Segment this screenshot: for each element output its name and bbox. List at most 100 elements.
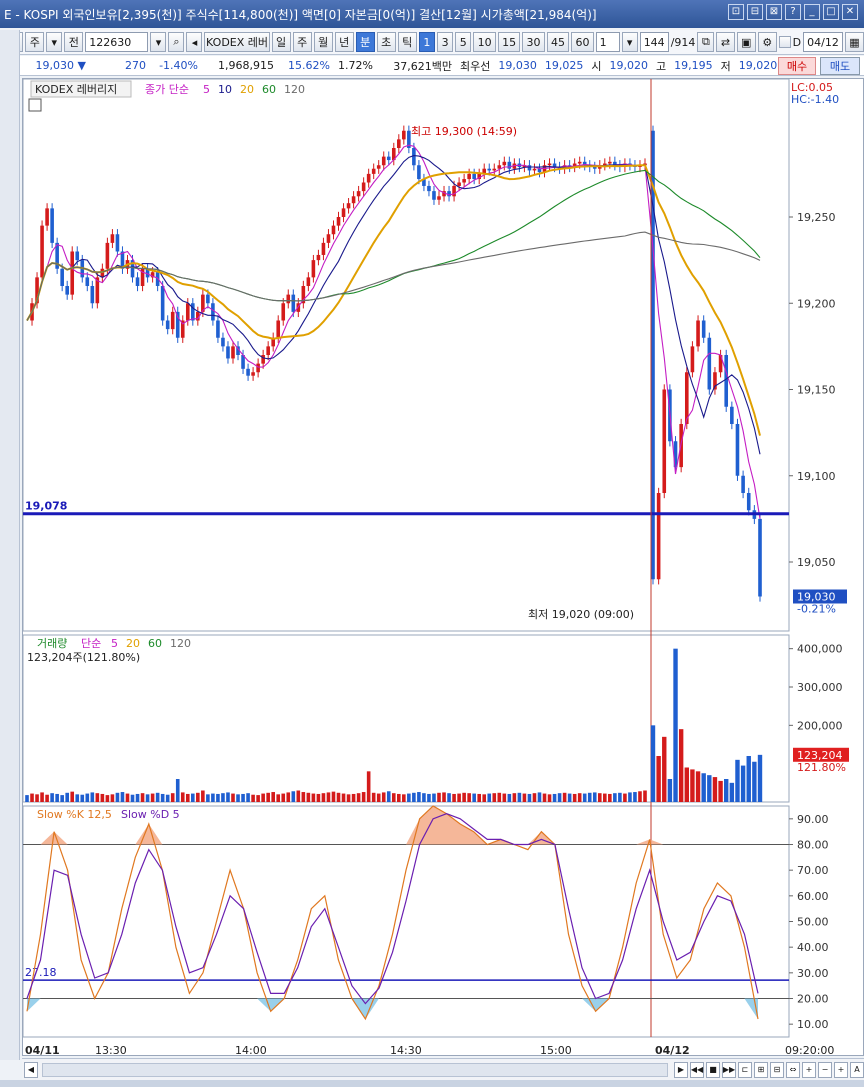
volume-bar [326,792,331,802]
volume-bar [206,794,210,802]
volume-bar [115,792,120,802]
change-percent: -1.40% [159,59,198,72]
candle [537,168,542,173]
minus-icon[interactable]: − [818,1061,832,1078]
interval-3-button[interactable]: 3 [436,32,454,52]
stoch-k-legend: Slow %K 12,5 [37,808,112,821]
period-second-button[interactable]: 초 [376,32,396,52]
chart-canvas[interactable]: 19,250 19,200 19,150 19,100 19,050 19,078 최고 1… [23,79,864,1057]
volume-bar [281,793,286,802]
period-dropdown-icon[interactable]: ▾ [46,32,63,52]
last-pct-label: -0.21% [797,603,836,616]
scrollbar-track[interactable] [42,1062,668,1077]
chart-area[interactable]: 19,250 19,200 19,150 19,100 19,050 19,078 최고 1… [22,78,864,1057]
text-tool-icon[interactable]: A [850,1061,864,1078]
stoch-tick-label: 10.00 [797,1018,829,1031]
grid-icon[interactable]: ⊠ [766,4,782,20]
plus-icon[interactable]: + [834,1061,848,1078]
interval-30-button[interactable]: 30 [522,32,545,52]
interval-60-button[interactable]: 60 [571,32,594,52]
volume-bar [422,793,426,802]
volume-bar [603,793,607,802]
scroll-right-icon[interactable]: ▶ [674,1061,688,1078]
volume-bar [613,793,617,802]
candle [341,208,346,217]
candle [412,148,416,166]
period-tick-button[interactable]: 틱 [397,32,417,52]
high-label: 고 [656,59,667,73]
volume-bar [623,793,627,802]
candle [321,242,326,255]
candle [281,303,286,321]
volume-legend-period: 20 [126,637,140,650]
fit-icon[interactable]: ⇔ [786,1061,800,1078]
close-icon[interactable]: ✕ [842,4,858,20]
candle [522,165,527,167]
volume-bar [502,793,507,802]
candle [145,268,150,278]
buy-button[interactable]: 매수 [778,57,816,75]
date-checkbox[interactable] [778,36,791,48]
zoom-in-icon[interactable]: ⊞ [754,1061,768,1078]
zoom-range-icon[interactable]: ⊏ [738,1061,752,1078]
interval-5-button[interactable]: 5 [455,32,472,52]
stock-code-input[interactable]: 122630 [85,32,149,52]
crosshair-icon[interactable]: + [802,1061,816,1078]
period-week-button[interactable]: 주 [292,32,312,52]
volume-bar [180,792,185,802]
period-select[interactable]: 주 [25,32,45,52]
minimize-icon[interactable]: _ [804,4,820,20]
volume-bar [547,794,552,802]
candle [105,242,110,269]
date-picker-icon[interactable]: ▦ [844,32,864,52]
sound-icon[interactable]: ◂ [186,32,203,52]
stoch-tick-label: 70.00 [797,864,829,877]
sell-button[interactable]: 매도 [820,57,860,75]
screen-icon[interactable]: ⊡ [728,4,744,20]
help-icon[interactable]: ? [785,4,801,20]
volume-bar [85,793,90,802]
stoch-k-line [26,805,759,1021]
period-year-button[interactable]: 년 [334,32,354,52]
code-dropdown-icon[interactable]: ▾ [150,32,167,52]
candle [477,173,481,180]
ma-5-line [26,144,761,519]
fast-back-icon[interactable]: ◀◀ [690,1061,704,1078]
range-input[interactable]: 144 [639,32,669,52]
interval-10-button[interactable]: 10 [473,32,496,52]
candle [241,355,245,369]
volume-bar [746,756,751,802]
zoom-out-icon[interactable]: ⊟ [770,1061,784,1078]
volume-bar [402,794,406,802]
period-day-button[interactable]: 일 [271,32,291,52]
candle [135,277,140,286]
volume-bar [221,793,225,802]
scroll-left-icon[interactable]: ◀ [24,1061,38,1078]
indicator-icon[interactable]: ⧉ [697,32,715,52]
interval-45-button[interactable]: 45 [546,32,570,52]
quote-bar: 19,030 ▼ 270 -1.40% 1,968,915 15.62% 1.7… [0,56,864,76]
volume-bar [251,794,255,802]
best-ask: 19,030 [498,59,537,72]
date-input[interactable]: 04/12 [803,32,843,52]
candle [311,260,316,278]
volume-bar [170,793,175,802]
volume-bar [557,793,562,802]
period-month-button[interactable]: 월 [313,32,333,52]
prev-button[interactable]: 전 [64,32,84,52]
play-icon[interactable]: ▶▶ [722,1061,736,1078]
interval-1-button[interactable]: 1 [418,32,435,52]
candle [201,294,205,312]
settings-icon[interactable]: ⚙ [757,32,777,52]
save-icon[interactable]: ▣ [736,32,756,52]
split-icon[interactable]: ⊟ [747,4,763,20]
period-minute-button[interactable]: 분 [355,32,375,52]
compare-icon[interactable]: ⇄ [716,32,735,52]
interval-15-button[interactable]: 15 [497,32,521,52]
search-icon[interactable]: ⌕ [168,32,185,52]
maximize-icon[interactable]: □ [823,4,839,20]
count-input[interactable]: 1 [595,32,620,52]
stop-icon[interactable]: ■ [706,1061,720,1078]
count-dropdown-icon[interactable]: ▾ [621,32,638,52]
volume-bar [537,792,542,802]
